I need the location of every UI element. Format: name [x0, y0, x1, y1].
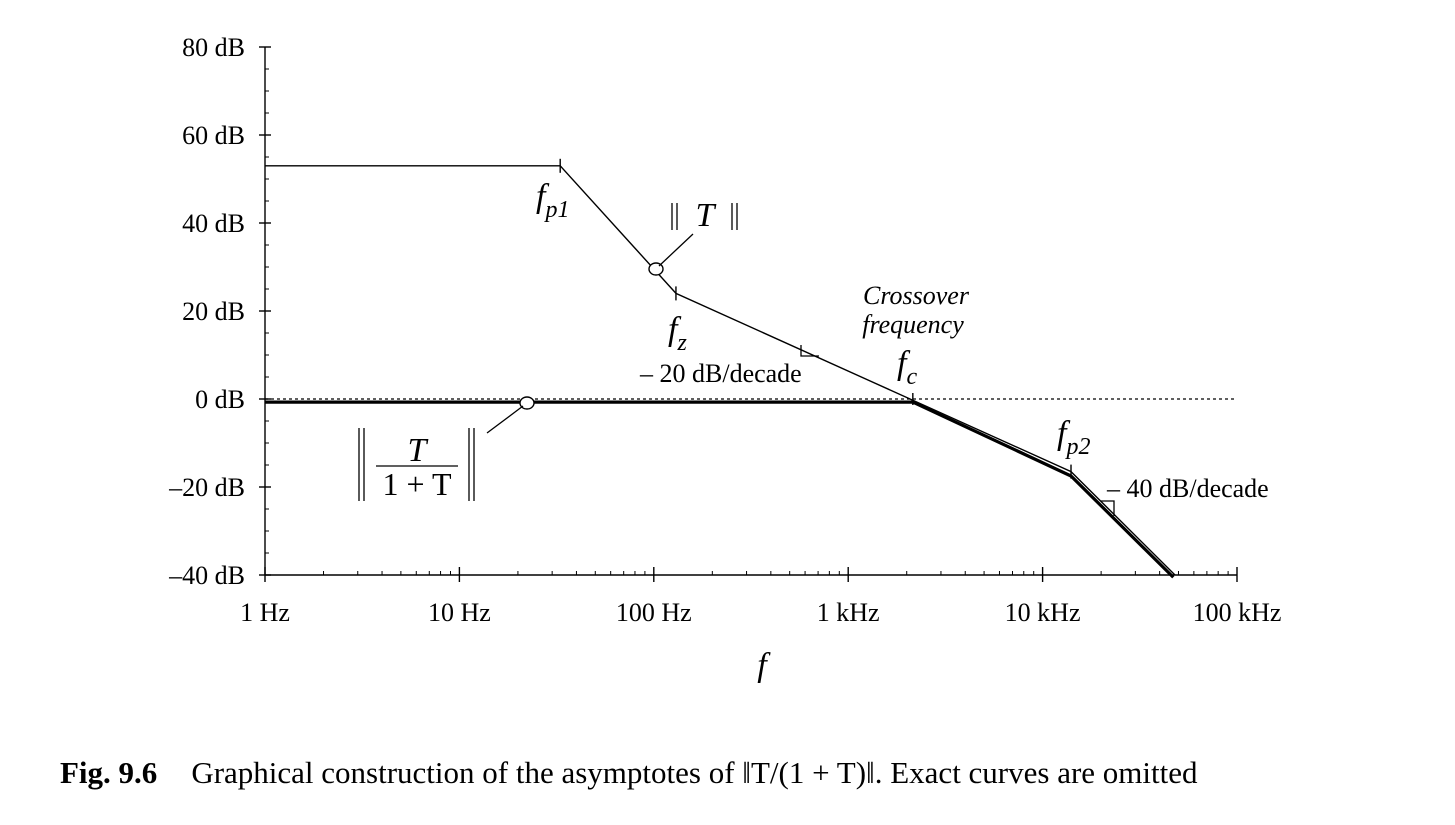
- closed-loop-T-over-1-plus-T-curve: [265, 400, 1175, 579]
- y-tick-label: 40 dB: [182, 209, 245, 238]
- slope-40-label: – 40 dB/decade: [1106, 474, 1269, 503]
- y-tick-label: 80 dB: [182, 33, 245, 62]
- x-tick-label: 100 kHz: [1193, 598, 1282, 627]
- y-tick-label: –20 dB: [168, 473, 245, 502]
- closed-loop-denominator: 1 + T: [382, 466, 451, 502]
- fc-label: fc: [897, 345, 917, 390]
- x-tick-label: 100 Hz: [616, 598, 692, 627]
- T-magnitude-label: T: [671, 197, 738, 234]
- axes: 80 dB 60 dB 40 dB 20 dB 0 dB –20 dB –40 dB 1 Hz…: [168, 33, 1281, 627]
- fz-label: fz: [668, 311, 687, 356]
- caption-text: Graphical construction of the asymptotes…: [191, 755, 1198, 790]
- slope-20-triangle: [800, 345, 819, 357]
- T-leader-line: [658, 233, 694, 267]
- closed-loop-marker-circle: [519, 396, 535, 410]
- svg-text:T: T: [408, 432, 429, 469]
- x-tick-label: 10 Hz: [428, 598, 491, 627]
- y-tick-label: –40 dB: [168, 561, 245, 590]
- figure-caption: Fig. 9.6 Graphical construction of the as…: [60, 755, 1440, 791]
- x-tick-label: 1 kHz: [817, 598, 880, 627]
- svg-text:T: T: [696, 197, 717, 234]
- x-tick-label: 10 kHz: [1005, 598, 1081, 627]
- fp2-label: fp2: [1057, 415, 1090, 460]
- y-tick-label: 20 dB: [182, 297, 245, 326]
- annotation-layer: f fp1 fz fc fp2 Crossover frequency – 20…: [358, 178, 1269, 684]
- curves: [265, 158, 1176, 579]
- fp1-label: fp1: [536, 178, 569, 223]
- closed-loop-leader-line: [486, 405, 524, 434]
- figure-number: Fig. 9.6: [60, 755, 158, 790]
- closed-loop-magnitude-label: T 1 + T: [358, 428, 475, 502]
- y-tick-label: 0 dB: [195, 385, 245, 414]
- x-axis-label: f: [757, 647, 771, 684]
- crossover-label-line2: frequency: [862, 310, 964, 339]
- slope-20-label: – 20 dB/decade: [639, 359, 802, 388]
- y-tick-label: 60 dB: [182, 121, 245, 150]
- crossover-label-line1: Crossover: [863, 281, 970, 310]
- x-tick-label: 1 Hz: [240, 598, 290, 627]
- slope-40-triangle: [1101, 500, 1115, 516]
- bode-magnitude-plot: 80 dB 60 dB 40 dB 20 dB 0 dB –20 dB –40 dB 1 Hz…: [168, 33, 1281, 684]
